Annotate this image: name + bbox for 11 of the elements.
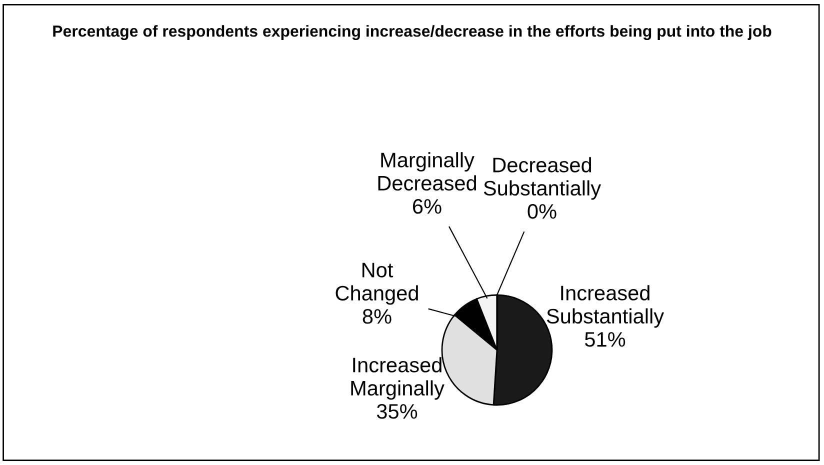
slice-label: Not Changed — [336, 262, 418, 305]
data-label: 51% — [584, 332, 626, 347]
category-label: Decreased Substantially — [484, 157, 602, 200]
chart-title: Percentage of respondents experiencing increase/decrease in the efforts being put into the job — [53, 25, 772, 40]
data-label: 8% — [362, 309, 392, 324]
text: 0% — [528, 204, 556, 219]
slice-label: Increased Substantially — [546, 285, 664, 328]
slice-label: Increased Marginally — [351, 357, 444, 400]
slice-label: Marginally Decreased — [378, 152, 476, 191]
data-label: 6% — [413, 199, 442, 214]
data-label: 35% — [376, 404, 418, 419]
